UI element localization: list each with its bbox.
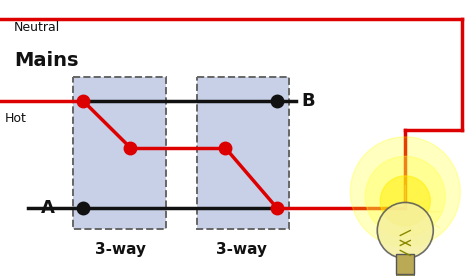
Circle shape [365,156,445,236]
Text: 3-way: 3-way [216,242,267,257]
Circle shape [380,176,430,226]
Text: A: A [40,199,55,217]
Bar [197,77,289,229]
Circle shape [350,137,460,247]
Bar [396,274,414,276]
Bar [396,254,414,274]
Text: 3-way: 3-way [95,242,146,257]
Text: Hot: Hot [5,112,27,125]
Circle shape [377,203,433,258]
Text: Mains: Mains [14,51,79,70]
Text: Neutral: Neutral [14,21,61,34]
Text: B: B [301,92,315,110]
Bar [73,77,166,229]
